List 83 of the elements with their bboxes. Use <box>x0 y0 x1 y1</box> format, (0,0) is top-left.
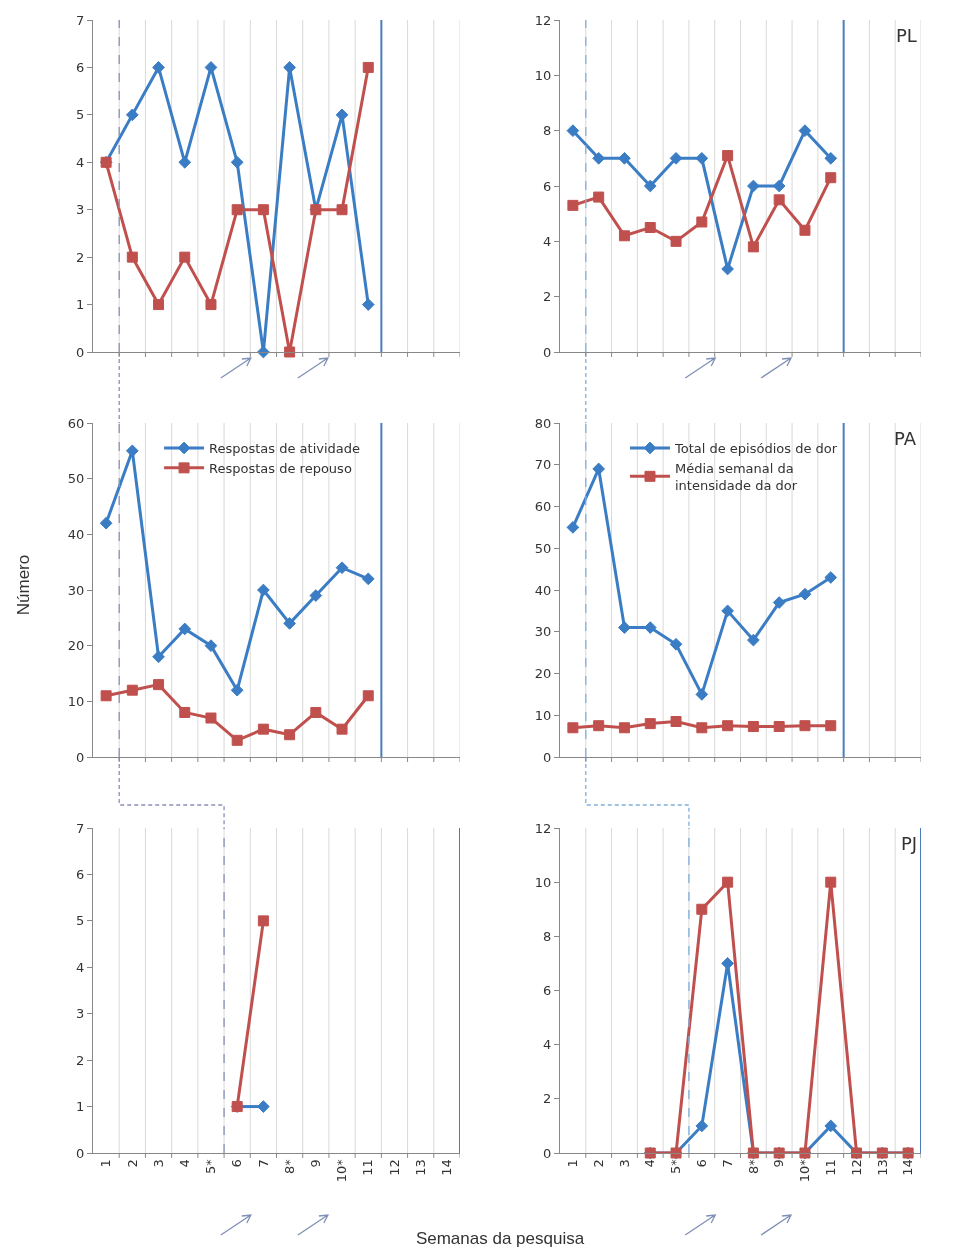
y-tick-label: 7 <box>76 820 85 836</box>
y-tick-label: 0 <box>76 749 85 765</box>
x-tick-label: 14 <box>900 1159 916 1176</box>
x-tick-label: 14 <box>439 1159 455 1176</box>
y-tick-label: 4 <box>543 1037 552 1053</box>
x-tick-label: 13 <box>412 1159 428 1176</box>
y-tick-label: 4 <box>543 233 552 249</box>
x-tick-label: 5* <box>203 1158 219 1174</box>
legend-label: Respostas de repouso <box>209 460 352 476</box>
y-tick-label: 30 <box>534 624 552 640</box>
y-tick-label: 5 <box>76 913 85 929</box>
y-tick-label: 60 <box>534 499 552 515</box>
y-tick-label: 1 <box>76 297 85 313</box>
x-tick-label: 12 <box>386 1159 402 1176</box>
x-tick-label: 2 <box>124 1159 140 1168</box>
x-tick-label: 9 <box>308 1159 324 1168</box>
y-tick-label: 0 <box>543 1145 552 1161</box>
legend-label: Total de episódios de dor <box>673 441 838 457</box>
x-tick-label: 9 <box>771 1159 787 1168</box>
x-tick-label: 1 <box>565 1159 581 1168</box>
x-tick-label: 10* <box>797 1158 813 1183</box>
y-tick-label: 0 <box>76 1145 85 1161</box>
x-tick-label: 11 <box>822 1159 838 1176</box>
y-tick-label: 1 <box>76 1099 85 1115</box>
y-tick-label: 30 <box>67 582 85 598</box>
y-tick-label: 6 <box>543 178 552 194</box>
x-tick-label: 8* <box>745 1158 761 1174</box>
x-tick-label: 7 <box>719 1159 735 1168</box>
y-tick-label: 50 <box>67 471 85 487</box>
y-tick-label: 60 <box>67 415 85 431</box>
legend-label: Média semanal da intensidade da dor <box>674 460 798 493</box>
y-tick-label: 40 <box>67 526 85 542</box>
y-tick-label: 8 <box>543 123 552 139</box>
y-tick-label: 3 <box>76 202 85 218</box>
y-tick-label: 2 <box>543 1091 552 1107</box>
y-tick-label: 20 <box>534 666 552 682</box>
y-tick-label: 70 <box>534 457 552 473</box>
y-tick-label: 2 <box>543 289 552 305</box>
x-tick-label: 10* <box>334 1158 350 1183</box>
x-tick-label: 6 <box>694 1159 710 1168</box>
y-tick-label: 8 <box>543 928 552 944</box>
x-tick-label: 4 <box>642 1159 658 1168</box>
y-tick-label: 10 <box>67 693 85 709</box>
y-tick-label: 3 <box>76 1006 85 1022</box>
y-tick-label: 12 <box>534 12 552 28</box>
x-tick-label: 3 <box>616 1159 632 1168</box>
y-axis-title: Número <box>14 554 34 616</box>
y-tick-label: 0 <box>543 749 552 765</box>
x-tick-label: 11 <box>360 1159 376 1176</box>
x-tick-label: 13 <box>874 1159 890 1176</box>
x-tick-label: 6 <box>229 1159 245 1168</box>
y-tick-label: 10 <box>534 707 552 723</box>
x-tick-label: 5* <box>668 1158 684 1174</box>
x-tick-label: 8* <box>281 1158 297 1174</box>
x-tick-label: 12 <box>848 1159 864 1176</box>
x-tick-label: 3 <box>150 1159 166 1168</box>
y-tick-label: 0 <box>543 344 552 360</box>
y-tick-label: 40 <box>534 582 552 598</box>
y-tick-label: 50 <box>534 540 552 556</box>
y-tick-label: 12 <box>534 820 552 836</box>
chart-title: PJ <box>901 833 918 854</box>
x-tick-label: 2 <box>590 1159 606 1168</box>
legend-label: Respostas de atividade <box>209 441 361 457</box>
y-tick-label: 80 <box>534 415 552 431</box>
y-tick-label: 7 <box>76 12 85 28</box>
y-tick-label: 4 <box>76 959 85 975</box>
x-tick-label: 7 <box>255 1159 271 1168</box>
x-axis-title: Semanas da pesquisa <box>415 1229 585 1249</box>
y-tick-label: 2 <box>76 249 85 265</box>
y-tick-label: 5 <box>76 107 85 123</box>
y-tick-label: 0 <box>76 344 85 360</box>
y-tick-label: 10 <box>534 67 552 83</box>
y-tick-label: 20 <box>67 638 85 654</box>
chart-title: PL <box>896 25 917 46</box>
y-tick-label: 6 <box>76 59 85 75</box>
chart-title: PA <box>894 428 917 449</box>
y-tick-label: 2 <box>76 1052 85 1068</box>
y-tick-label: 4 <box>76 154 85 170</box>
y-tick-label: 6 <box>76 866 85 882</box>
x-tick-label: 1 <box>98 1159 114 1168</box>
y-tick-label: 10 <box>534 874 552 890</box>
y-tick-label: 6 <box>543 983 552 999</box>
x-tick-label: 4 <box>176 1159 192 1168</box>
